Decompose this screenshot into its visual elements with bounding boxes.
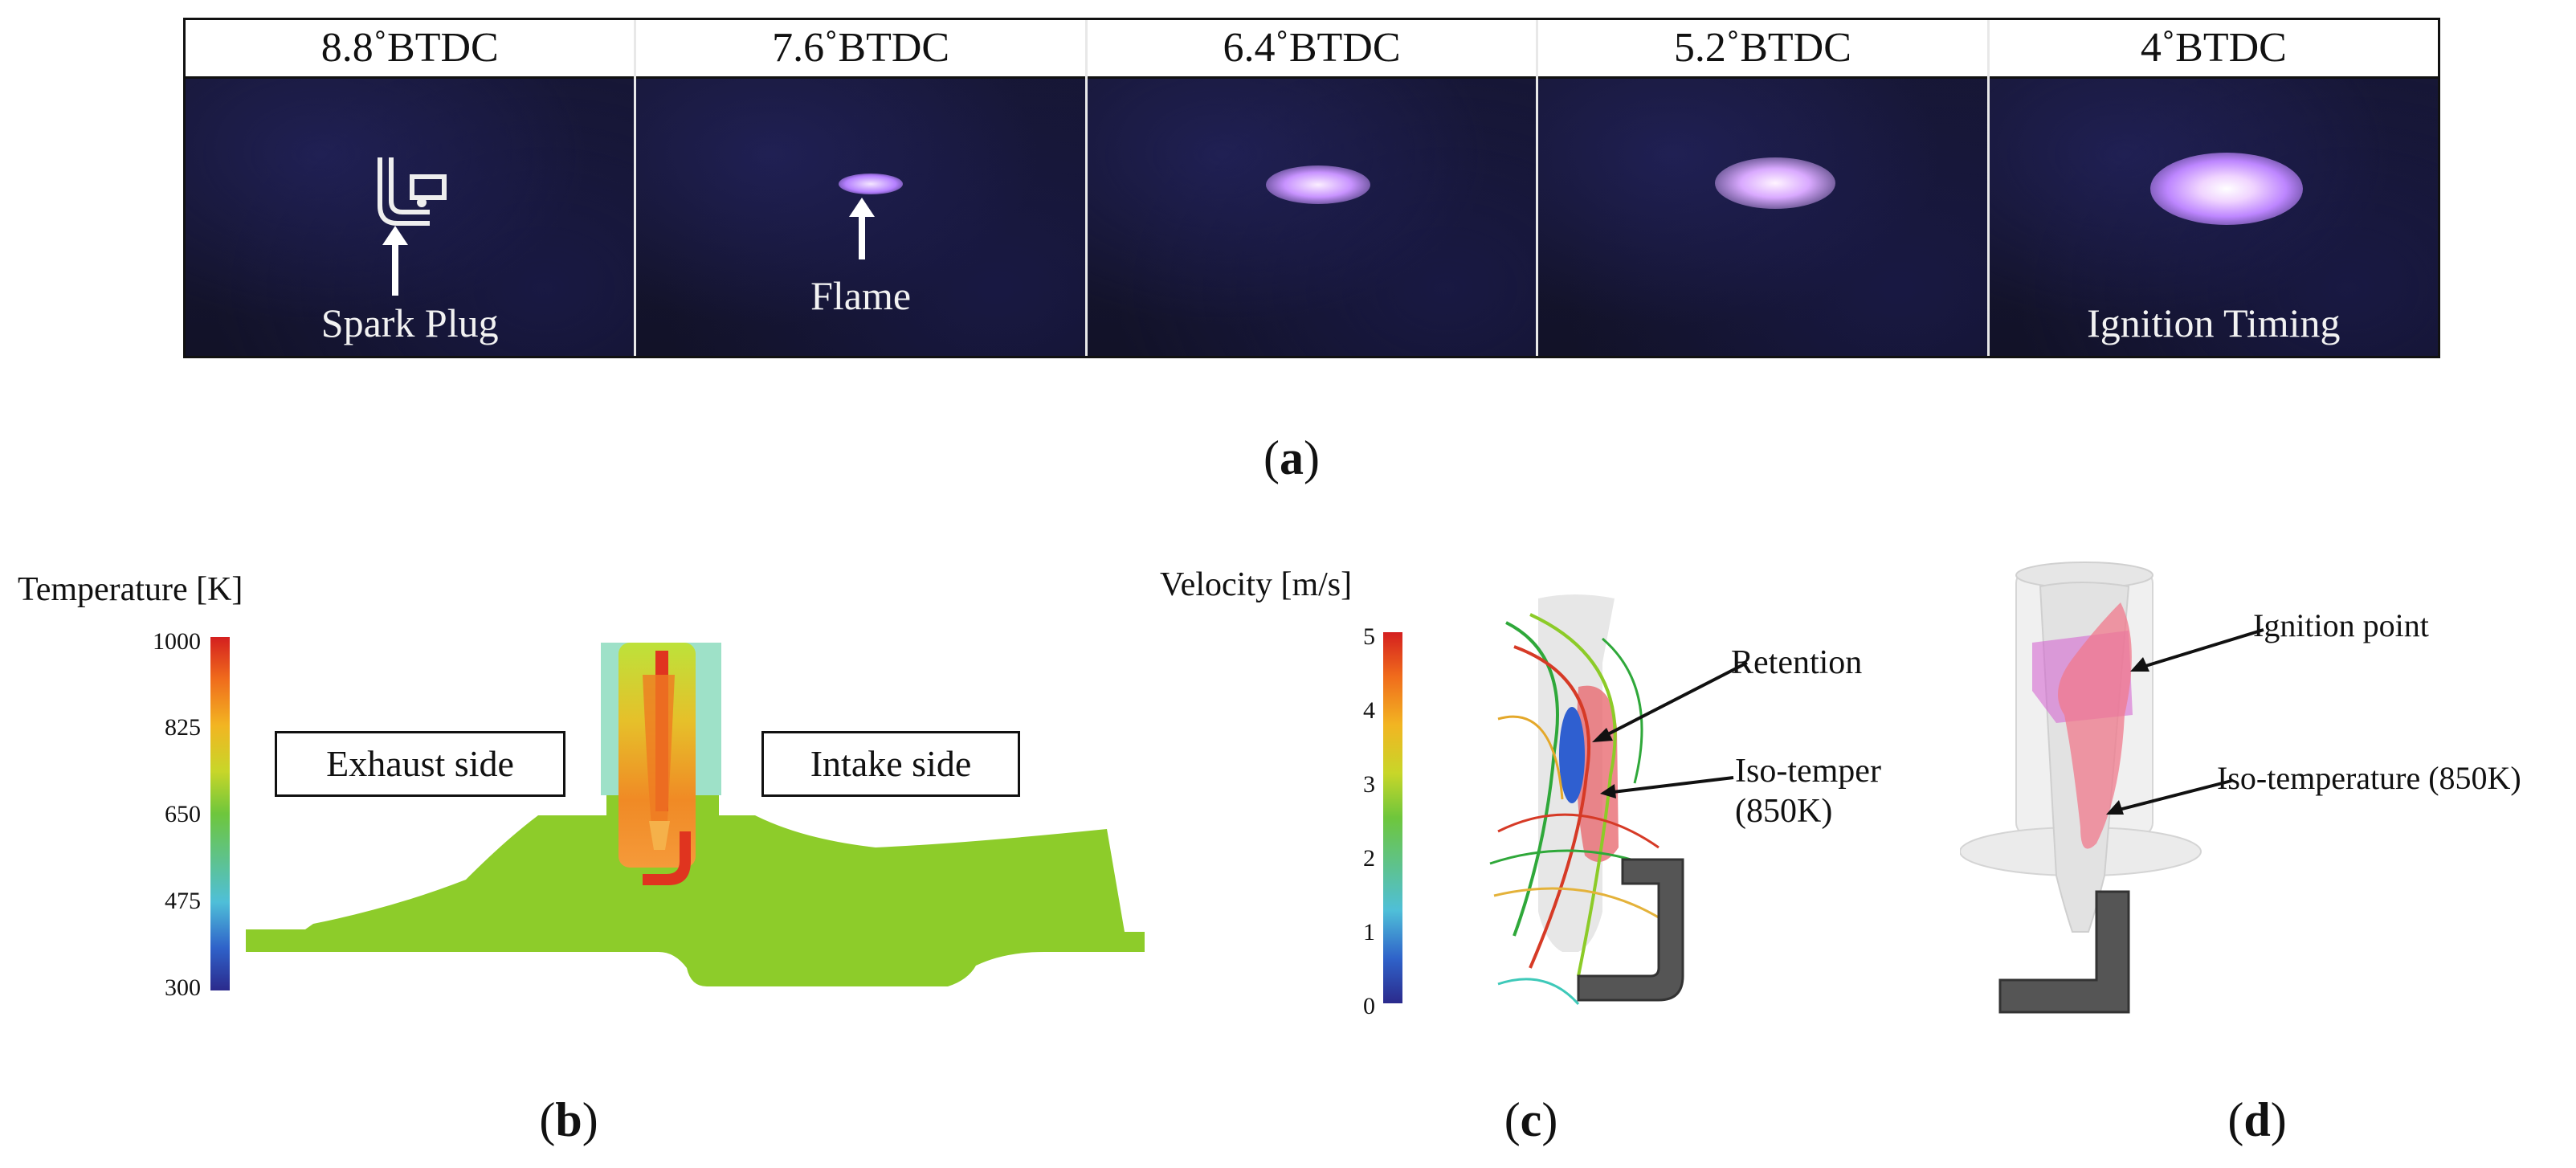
temperature-tick: 300 bbox=[165, 974, 201, 1001]
ignition-point-label: Ignition point bbox=[2253, 607, 2429, 643]
frame-5: 4˚BTDC Ignition Timing bbox=[1989, 20, 2439, 356]
iso-temperature-arrow-d bbox=[2106, 779, 2232, 815]
flame-arrow bbox=[859, 215, 866, 259]
panel-b-label: (b) bbox=[539, 1093, 598, 1146]
frame-1: 8.8˚BTDC Spark Plug bbox=[186, 20, 637, 356]
velocity-tick: 1 bbox=[1363, 919, 1375, 945]
ignition-point-arrow bbox=[2130, 628, 2264, 672]
spark-plug-arrow bbox=[392, 243, 398, 296]
velocity-colorbar-title: Velocity [m/s] bbox=[1160, 566, 1353, 603]
velocity-tick: 5 bbox=[1363, 623, 1375, 650]
flame-kernel bbox=[1715, 157, 1836, 209]
panel-d-label: (d) bbox=[2227, 1093, 2287, 1146]
intake-side-label: Intake side bbox=[761, 731, 1020, 797]
temperature-tick: 475 bbox=[165, 888, 201, 914]
velocity-tick: 3 bbox=[1363, 771, 1375, 798]
panel-a-label: (a) bbox=[1264, 431, 1320, 484]
panel-c-label: (c) bbox=[1504, 1093, 1558, 1146]
retention-arrow bbox=[1592, 661, 1748, 742]
spark-plug-icon bbox=[378, 157, 447, 226]
frame-2: 7.6˚BTDC Flame bbox=[636, 20, 1088, 356]
iso-temperature-arrow-c bbox=[1600, 776, 1734, 798]
flame-kernel bbox=[1265, 165, 1370, 204]
spark-plug-caption: Spark Plug bbox=[320, 300, 499, 345]
temperature-contour bbox=[246, 643, 1145, 986]
temperature-colorbar-title: Temperature [K] bbox=[18, 571, 243, 608]
ignition-point-render bbox=[1960, 562, 2202, 1014]
iso-temperature-label-d: Iso-temperature (850K) bbox=[2217, 760, 2521, 796]
iso-temperature-label-c: Iso-temper (850K) bbox=[1735, 753, 1881, 831]
velocity-tick: 0 bbox=[1363, 993, 1375, 1019]
frame-header: 5.2˚BTDC bbox=[1538, 20, 1987, 79]
velocity-tick: 4 bbox=[1363, 697, 1375, 724]
frame-3: 6.4˚BTDC bbox=[1087, 20, 1539, 356]
retention-label: Retention bbox=[1731, 644, 1863, 681]
frame-4: 5.2˚BTDC bbox=[1538, 20, 1990, 356]
velocity-tick: 2 bbox=[1363, 845, 1375, 872]
temperature-tick: 1000 bbox=[153, 628, 201, 655]
velocity-colorbar bbox=[1383, 632, 1402, 1003]
ignition-timing-caption: Ignition Timing bbox=[2087, 300, 2341, 345]
frame-header: 7.6˚BTDC bbox=[636, 20, 1085, 79]
temperature-colorbar bbox=[210, 637, 230, 990]
frame-header: 8.8˚BTDC bbox=[186, 20, 635, 79]
frame-header: 4˚BTDC bbox=[1989, 20, 2439, 79]
flame-caption: Flame bbox=[810, 273, 912, 318]
flame-image-strip: 8.8˚BTDC Spark Plug 7.6˚BTDC Flame 6.4˚B… bbox=[183, 18, 2440, 358]
temperature-tick: 650 bbox=[165, 801, 201, 827]
temperature-tick: 825 bbox=[165, 714, 201, 741]
flame-kernel bbox=[2149, 153, 2303, 225]
frame-header: 6.4˚BTDC bbox=[1087, 20, 1537, 79]
exhaust-side-label: Exhaust side bbox=[275, 731, 565, 797]
flame-kernel bbox=[839, 174, 904, 194]
velocity-streamlines bbox=[1489, 594, 1684, 1005]
